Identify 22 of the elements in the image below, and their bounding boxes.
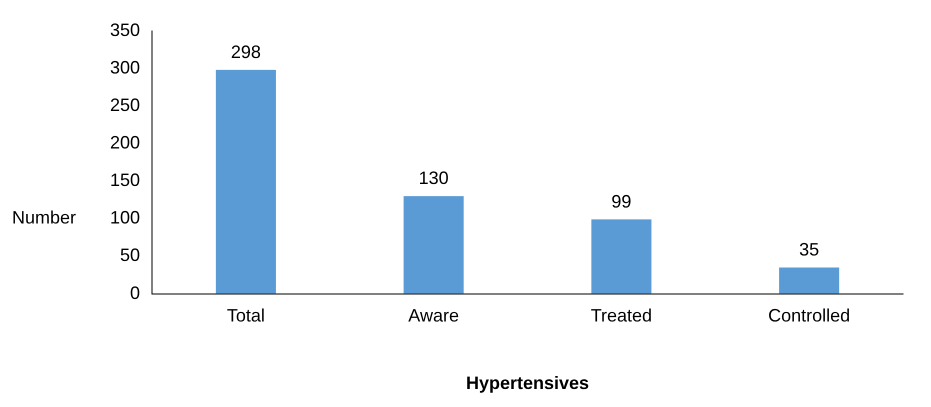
x-tick-label: Aware xyxy=(408,306,459,326)
x-axis-title: Hypertensives xyxy=(466,373,590,394)
data-label: 298 xyxy=(230,42,261,62)
y-tick-label: 200 xyxy=(110,132,140,152)
x-tick-label: Total xyxy=(226,306,265,326)
y-tick-label: 150 xyxy=(110,170,140,190)
data-label: 35 xyxy=(799,239,820,260)
x-tick-label: Controlled xyxy=(768,306,850,326)
y-tick-label: 300 xyxy=(110,57,140,78)
bar xyxy=(591,219,652,294)
data-label: 130 xyxy=(418,168,449,188)
y-tick-label: 350 xyxy=(110,20,140,40)
bar xyxy=(404,196,464,294)
y-tick-label: 250 xyxy=(110,94,140,115)
y-tick-label: 0 xyxy=(130,282,140,303)
y-tick-label: 50 xyxy=(120,245,140,266)
y-axis-title: Number xyxy=(12,208,76,228)
x-tick-label: Treated xyxy=(590,306,652,326)
bar xyxy=(779,268,840,294)
data-label: 99 xyxy=(611,191,632,212)
bar xyxy=(216,70,276,294)
y-tick-label: 100 xyxy=(110,208,140,228)
